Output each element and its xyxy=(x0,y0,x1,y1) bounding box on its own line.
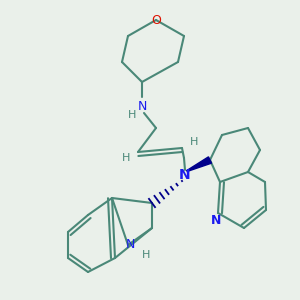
Text: N: N xyxy=(137,100,147,113)
Text: O: O xyxy=(151,14,161,26)
Text: H: H xyxy=(122,153,130,163)
Text: H: H xyxy=(190,137,198,147)
Text: H: H xyxy=(142,250,150,260)
Text: H: H xyxy=(128,110,136,120)
Text: N: N xyxy=(211,214,221,227)
Text: N: N xyxy=(179,168,191,182)
Polygon shape xyxy=(187,157,212,172)
Text: N: N xyxy=(125,238,135,251)
